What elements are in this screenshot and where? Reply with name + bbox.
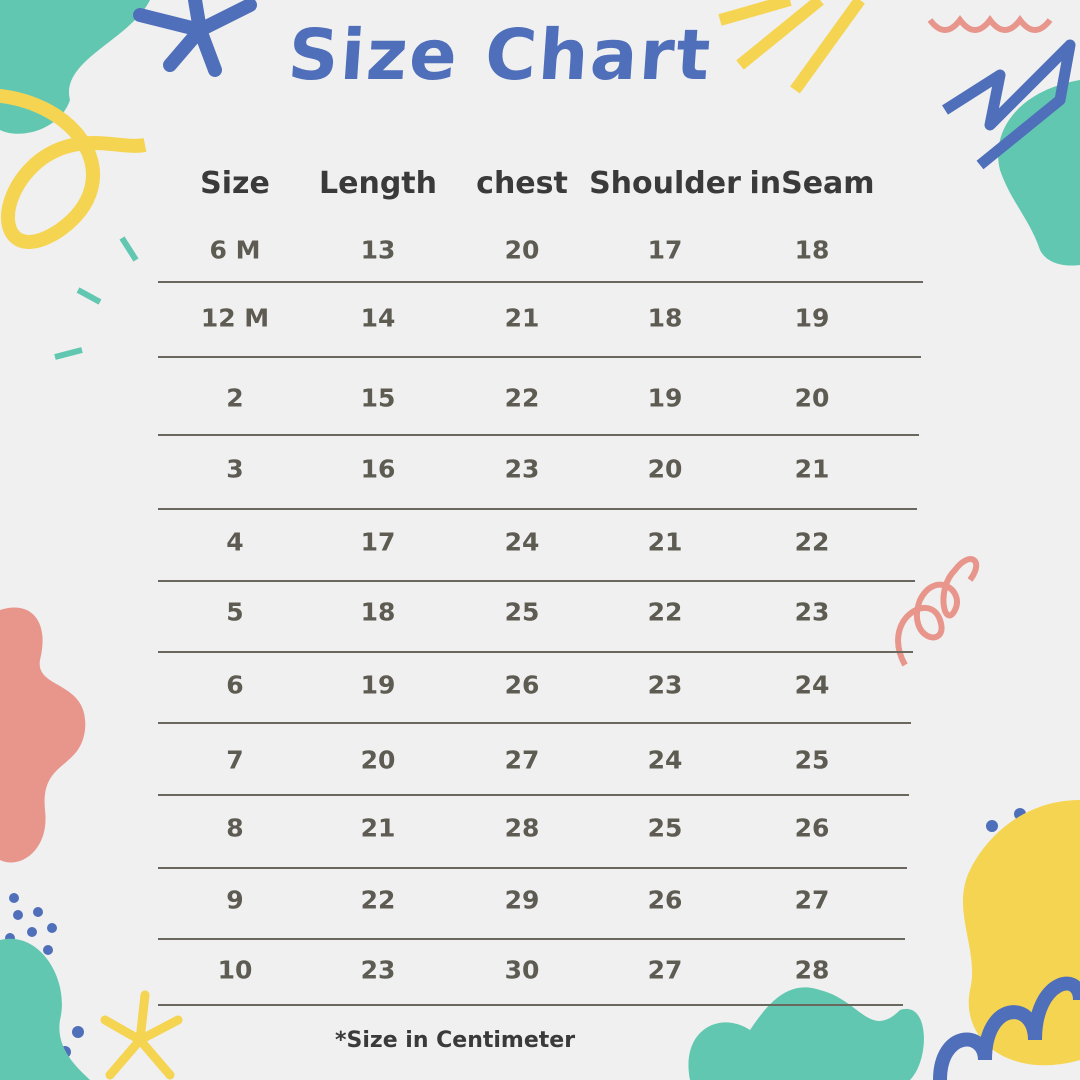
size-label: 2 — [226, 383, 244, 413]
measurement-cell: 27 — [794, 885, 830, 915]
measurement-cell: 26 — [794, 813, 830, 843]
coral-squiggle-top — [927, 15, 1053, 33]
column-header: Size — [200, 166, 270, 201]
coral-blob-left — [0, 607, 86, 863]
yellow-loop — [0, 89, 147, 249]
measurement-cell: 16 — [360, 454, 396, 484]
yellow-rays — [718, 0, 865, 94]
measurement-cell: 19 — [360, 670, 396, 700]
measurement-cell: 29 — [504, 885, 540, 915]
size-label: 12 M — [200, 303, 270, 333]
measurement-cell: 25 — [647, 813, 683, 843]
measurement-cell: 23 — [647, 670, 683, 700]
measurement-cell: 22 — [504, 383, 540, 413]
measurement-cell: 26 — [504, 670, 540, 700]
column-header: inSeam — [749, 166, 875, 201]
measurement-cell: 28 — [504, 813, 540, 843]
row-divider — [158, 580, 915, 582]
measurement-cell: 28 — [794, 955, 830, 985]
column-header: chest — [476, 166, 568, 201]
measurement-cell: 20 — [504, 235, 540, 265]
blue-starburst — [133, 0, 257, 77]
row-divider — [158, 434, 919, 436]
teal-blob-right — [998, 80, 1080, 266]
measurement-cell: 27 — [504, 745, 540, 775]
measurement-cell: 20 — [360, 745, 396, 775]
measurement-cell: 19 — [794, 303, 830, 333]
measurement-cell: 13 — [360, 235, 396, 265]
yellow-star — [100, 990, 183, 1080]
row-divider — [158, 794, 909, 796]
measurement-cell: 23 — [360, 955, 396, 985]
measurement-cell: 22 — [360, 885, 396, 915]
row-divider — [158, 651, 913, 653]
blue-zigzag — [942, 39, 1076, 170]
measurement-cell: 25 — [794, 745, 830, 775]
size-label: 9 — [226, 885, 244, 915]
measurement-cell: 17 — [647, 235, 683, 265]
measurement-cell: 22 — [647, 597, 683, 627]
size-label: 7 — [226, 745, 244, 775]
row-divider — [158, 356, 921, 358]
row-divider — [158, 1004, 903, 1006]
row-divider — [158, 281, 923, 283]
measurement-cell: 20 — [794, 383, 830, 413]
measurement-cell: 24 — [794, 670, 830, 700]
row-divider — [158, 722, 911, 724]
measurement-cell: 21 — [360, 813, 396, 843]
size-label: 6 — [226, 670, 244, 700]
measurement-cell: 18 — [794, 235, 830, 265]
row-divider — [158, 867, 907, 869]
size-label: 4 — [226, 527, 244, 557]
measurement-cell: 24 — [647, 745, 683, 775]
measurement-cell: 17 — [360, 527, 396, 557]
measurement-cell: 23 — [504, 454, 540, 484]
column-header: Shoulder — [589, 166, 741, 201]
measurement-cell: 20 — [647, 454, 683, 484]
row-divider — [158, 938, 905, 940]
coral-spiral — [895, 556, 980, 667]
measurement-cell: 21 — [647, 527, 683, 557]
measurement-cell: 21 — [794, 454, 830, 484]
measurement-cell: 18 — [647, 303, 683, 333]
teal-blob-bottom-left — [0, 938, 90, 1080]
measurement-cell: 30 — [504, 955, 540, 985]
measurement-cell: 25 — [504, 597, 540, 627]
size-label: 8 — [226, 813, 244, 843]
size-label: 3 — [226, 454, 244, 484]
footnote: *Size in Centimeter — [335, 1028, 576, 1053]
page-title: Size Chart — [285, 14, 715, 96]
measurement-cell: 27 — [647, 955, 683, 985]
yellow-blob-right — [962, 800, 1080, 1066]
teal-confetti — [54, 236, 139, 360]
measurement-cell: 15 — [360, 383, 396, 413]
measurement-cell: 19 — [647, 383, 683, 413]
measurement-cell: 18 — [360, 597, 396, 627]
column-header: Length — [319, 166, 437, 201]
row-divider — [158, 508, 917, 510]
size-label: 6 M — [209, 235, 261, 265]
size-label: 5 — [226, 597, 244, 627]
measurement-cell: 14 — [360, 303, 396, 333]
measurement-cell: 22 — [794, 527, 830, 557]
measurement-cell: 21 — [504, 303, 540, 333]
measurement-cell: 26 — [647, 885, 683, 915]
size-label: 10 — [217, 955, 253, 985]
measurement-cell: 24 — [504, 527, 540, 557]
teal-blob-bottom — [688, 987, 924, 1080]
blue-loops — [933, 976, 1080, 1080]
measurement-cell: 23 — [794, 597, 830, 627]
